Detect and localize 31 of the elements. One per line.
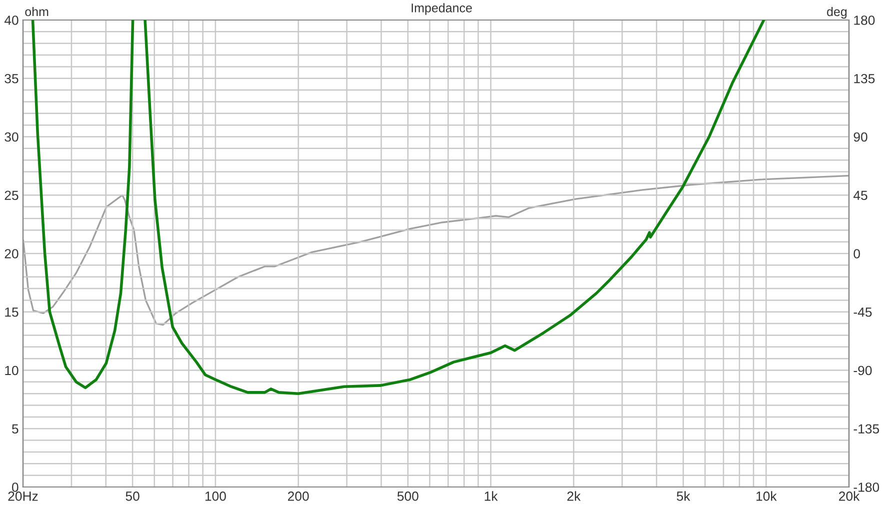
y-tick-label: 10 — [5, 366, 18, 376]
y2-tick-label: 90 — [854, 132, 868, 142]
x-tick-label: 1k — [484, 491, 498, 501]
y-tick-label: 30 — [4, 132, 18, 142]
x-tick-label: 20Hz — [8, 492, 38, 501]
x-tick-label: 10k — [756, 491, 777, 501]
y-tick-label: 20 — [4, 249, 18, 258]
x-tick-label: 50 — [126, 492, 140, 501]
y2-axis-title: deg — [827, 6, 847, 19]
y2-tick-label: 135 — [854, 74, 875, 84]
y2-tick-label: 0 — [854, 249, 860, 258]
y2-tick-label: 180 — [854, 16, 875, 25]
y2-tick-label: -45 — [854, 308, 872, 317]
x-tick-label: 100 — [205, 492, 226, 501]
x-tick-label: 2k — [567, 491, 581, 501]
y-tick-label: 35 — [4, 74, 18, 84]
y-tick-label: 15 — [5, 308, 18, 317]
x-tick-label: 20k — [839, 491, 860, 501]
y2-tick-label: 45 — [853, 190, 868, 200]
y-tick-label: 0 — [12, 482, 18, 492]
y2-tick-label: -180 — [854, 482, 880, 492]
chart-title: Impedance — [412, 3, 472, 15]
y-tick-label: 25 — [4, 190, 18, 200]
y2-tick-label: -135 — [854, 424, 880, 434]
x-tick-label: 200 — [288, 492, 309, 501]
y2-tick-label: -90 — [854, 366, 872, 376]
y-tick-label: 5 — [12, 424, 18, 434]
y-axis-title: ohm — [25, 6, 48, 16]
x-tick-label: 500 — [397, 492, 418, 501]
y-tick-label: 40 — [4, 16, 18, 25]
x-tick-label: 5k — [676, 491, 690, 501]
